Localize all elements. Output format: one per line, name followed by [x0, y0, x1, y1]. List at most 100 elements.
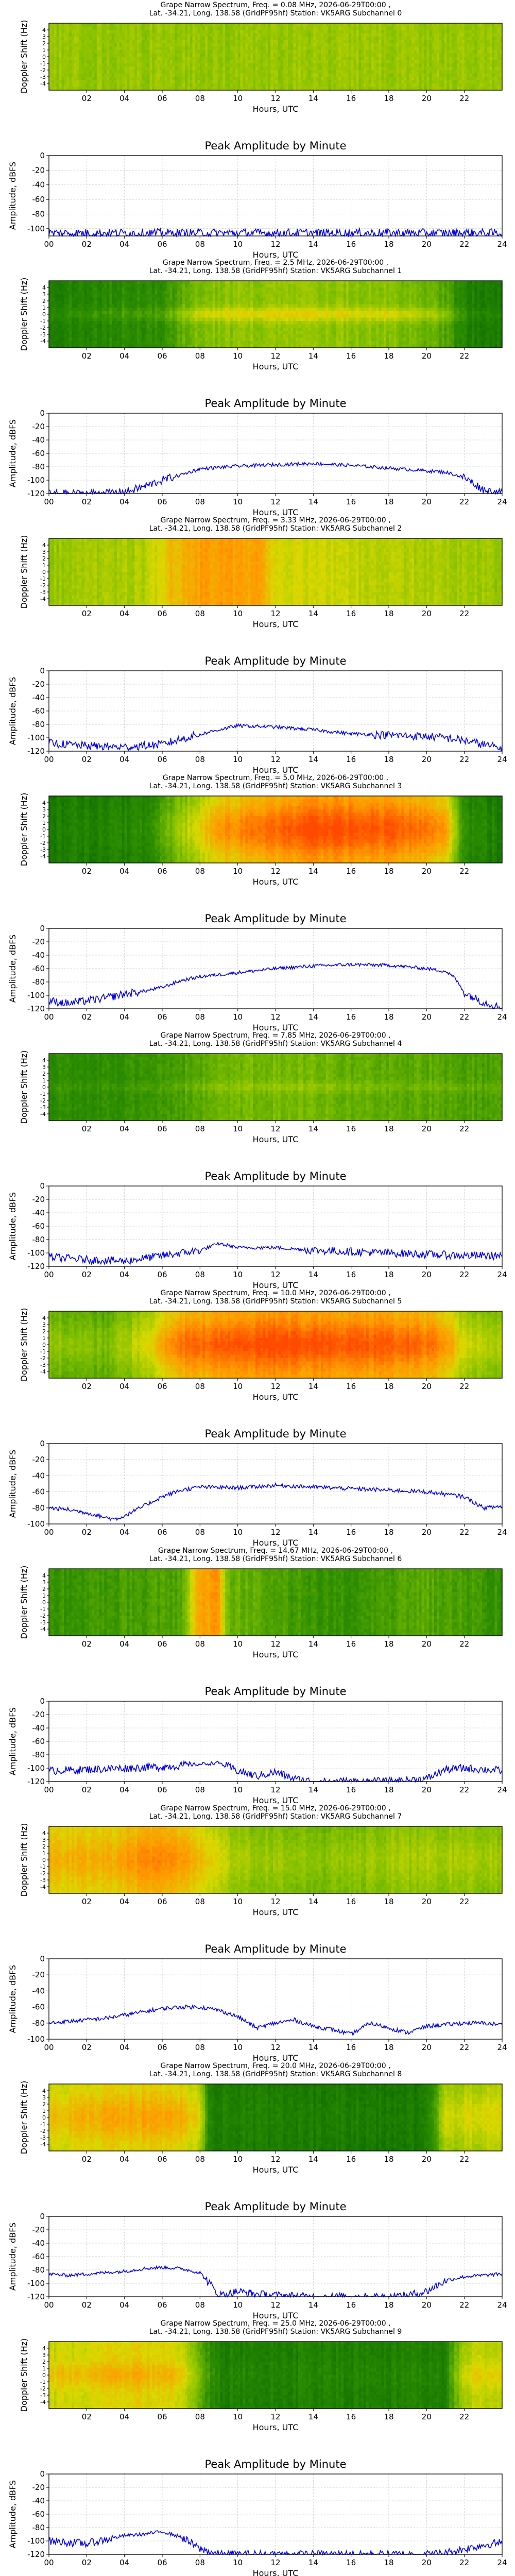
amplitude-y-tick-label: -40	[32, 180, 45, 190]
spectrogram-9: Grape Narrow Spectrum, Freq. = 25.0 MHz,…	[19, 2319, 503, 2432]
amplitude-x-tick-label: 22	[459, 2043, 469, 2052]
amplitude-x-tick-label: 00	[44, 755, 54, 764]
spectrogram-8: Grape Narrow Spectrum, Freq. = 20.0 MHz,…	[19, 2062, 503, 2175]
amplitude-x-tick-label: 24	[497, 1528, 507, 1537]
spectrogram-y-tick-label: 1	[42, 1592, 46, 1599]
amplitude-y-tick-label: -20	[32, 1455, 45, 1464]
spectrogram-x-tick-label: 14	[308, 1382, 318, 1391]
amplitude-frame	[48, 2216, 503, 2297]
amplitude-x-tick-label: 00	[44, 2300, 54, 2310]
spectrogram-y-axis-label: Doppler Shift (Hz)	[19, 20, 29, 94]
spectrogram-x-tick-label: 14	[308, 867, 318, 876]
amplitude-x-tick-label: 10	[233, 240, 243, 249]
spectrogram-y-tick-label: 4	[42, 284, 46, 291]
amplitude-x-tick-label: 14	[308, 497, 318, 506]
spectrogram-y-tick-label: 3	[42, 2352, 46, 2359]
amplitude-y-tick-label: -60	[32, 964, 45, 973]
spectrogram-7: Grape Narrow Spectrum, Freq. = 15.0 MHz,…	[19, 1804, 503, 1917]
amplitude-x-tick-label: 08	[195, 1270, 205, 1279]
amplitude-y-tick-label: -20	[32, 165, 45, 175]
amplitude-x-tick-label: 22	[459, 1270, 469, 1279]
spectrogram-y-tick-label: -2	[40, 582, 46, 589]
spectrogram-y-axis-label: Doppler Shift (Hz)	[19, 278, 29, 351]
spectrogram-cells	[49, 1054, 503, 1121]
spectrogram-x-tick-label: 06	[157, 1639, 167, 1649]
amplitude-x-tick-label: 04	[119, 1785, 129, 1794]
amplitude-y-tick-label: -60	[32, 449, 45, 458]
spectrogram-x-tick-label: 08	[195, 1639, 205, 1649]
spectrogram-4: Grape Narrow Spectrum, Freq. = 7.85 MHz,…	[19, 1031, 503, 1144]
spectrogram-y-tick-label: 4	[42, 1057, 46, 1064]
spectrogram-x-tick-label: 22	[459, 1897, 469, 1906]
amplitude-x-tick-label: 18	[384, 497, 393, 506]
spectrogram-y-tick-label: -3	[40, 74, 46, 80]
spectrogram-x-tick-label: 18	[384, 609, 393, 618]
amplitude-x-tick-label: 06	[157, 1270, 167, 1279]
amplitude-x-tick-label: 10	[233, 2558, 243, 2567]
amplitude-x-tick-label: 14	[308, 1270, 318, 1279]
spectrogram-y-tick-label: 1	[42, 1335, 46, 1342]
amplitude-x-tick-label: 06	[157, 1785, 167, 1794]
spectrogram-x-tick-label: 06	[157, 94, 167, 103]
spectrogram-cells	[49, 281, 503, 348]
spectrogram-x-axis-label: Hours, UTC	[253, 1392, 299, 1402]
spectrogram-x-tick-label: 12	[270, 609, 280, 618]
spectrogram-x-tick-label: 20	[422, 1382, 432, 1391]
amplitude-x-tick-label: 16	[346, 240, 356, 249]
amplitude-x-tick-label: 00	[44, 2558, 54, 2567]
amplitude-x-tick-label: 12	[270, 1270, 280, 1279]
amplitude-trace	[48, 723, 503, 752]
spectrogram-x-tick-label: 14	[308, 609, 318, 618]
spectrogram-title-line2: Lat. -34.21, Long. 138.58 (GridPF95hf) S…	[149, 267, 402, 275]
spectrogram-cells	[49, 2084, 503, 2151]
spectrogram-x-tick-label: 22	[459, 867, 469, 876]
amplitude-x-tick-label: 16	[346, 1528, 356, 1537]
spectrogram-y-tick-label: 4	[42, 27, 46, 33]
spectrogram-y-tick-label: -4	[40, 338, 46, 345]
spectrogram-x-tick-label: 04	[119, 1639, 129, 1649]
spectrogram-y-tick-label: 0	[42, 1342, 46, 1348]
amplitude-x-tick-label: 22	[459, 497, 469, 506]
spectrogram-y-tick-label: -1	[40, 1348, 46, 1355]
amplitude-y-tick-label: 0	[40, 1439, 45, 1448]
amplitude-x-tick-label: 14	[308, 1012, 318, 1022]
spectrogram-y-tick-label: -4	[40, 853, 46, 860]
spectrogram-y-tick-label: 3	[42, 549, 46, 555]
amplitude-y-tick-label: -40	[32, 1208, 45, 1217]
spectrogram-y-tick-label: 1	[42, 1850, 46, 1857]
spectrogram-y-tick-label: -1	[40, 1606, 46, 1613]
amplitude-x-tick-label: 04	[119, 2043, 129, 2052]
amplitude-x-tick-label: 08	[195, 1785, 205, 1794]
amplitude-y-tick-label: -60	[32, 195, 45, 204]
amplitude-y-tick-label: -40	[32, 693, 45, 702]
amplitude-y-axis-label: Amplitude, dBFS	[8, 2223, 18, 2291]
amplitude-x-tick-label: 12	[270, 755, 280, 764]
spectrogram-title-line1: Grape Narrow Spectrum, Freq. = 0.08 MHz,…	[160, 1, 390, 9]
spectrogram-x-tick-label: 20	[422, 94, 432, 103]
spectrogram-x-tick-label: 14	[308, 2412, 318, 2421]
spectrogram-x-tick-label: 22	[459, 1124, 469, 1133]
amplitude-frame	[48, 670, 503, 752]
amplitude-chart-8: Peak Amplitude by Minute 00 02 04 06 08 10 12 14…	[8, 2200, 507, 2320]
spectrogram-y-tick-label: -4	[40, 1884, 46, 1890]
amplitude-x-tick-label: 24	[497, 2558, 507, 2567]
amplitude-title: Peak Amplitude by Minute	[205, 655, 347, 667]
spectrogram-y-tick-label: -1	[40, 1863, 46, 1870]
spectrogram-x-tick-label: 12	[270, 2155, 280, 2164]
amplitude-y-tick-label: -20	[32, 937, 45, 946]
amplitude-x-tick-label: 02	[82, 755, 92, 764]
amplitude-title: Peak Amplitude by Minute	[205, 1428, 347, 1440]
amplitude-x-tick-label: 22	[459, 1012, 469, 1022]
spectrogram-x-tick-label: 08	[195, 867, 205, 876]
spectrogram-x-tick-label: 14	[308, 351, 318, 361]
amplitude-y-tick-label: -80	[32, 1503, 45, 1513]
amplitude-x-tick-label: 04	[119, 1270, 129, 1279]
spectrogram-title-line2: Lat. -34.21, Long. 138.58 (GridPF95hf) S…	[149, 1555, 402, 1563]
spectrogram-x-tick-label: 16	[346, 609, 356, 618]
amplitude-trace	[48, 2004, 503, 2037]
amplitude-y-tick-label: -80	[32, 720, 45, 729]
spectrogram-x-tick-label: 06	[157, 1382, 167, 1391]
amplitude-x-tick-label: 22	[459, 1528, 469, 1537]
amplitude-x-tick-label: 14	[308, 2043, 318, 2052]
amplitude-x-tick-label: 24	[497, 755, 507, 764]
